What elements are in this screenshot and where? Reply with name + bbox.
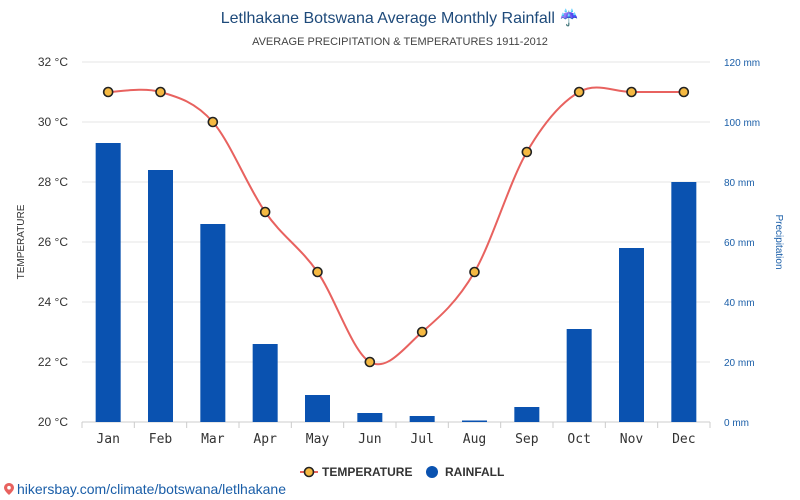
right-tick-label: 40 mm [724, 298, 755, 309]
left-tick-label: 30 °C [38, 115, 68, 129]
right-tick-label: 0 mm [724, 418, 749, 429]
rainfall-bar [305, 395, 330, 422]
temperature-point [678, 86, 690, 98]
source-link-text[interactable]: hikersbay.com/climate/botswana/letlhakan… [17, 481, 286, 497]
map-pin-icon [4, 483, 14, 495]
umbrella-rain-icon: ☔ [559, 10, 580, 27]
x-tick-label: Oct [567, 432, 590, 447]
rainfall-bar [357, 413, 383, 422]
x-tick-label: Apr [253, 432, 277, 447]
left-tick-label: 26 °C [38, 235, 68, 249]
rainfall-bar [671, 182, 697, 422]
rainfall-bar [95, 143, 121, 422]
legend-rainfall-label: RAINFALL [445, 465, 504, 479]
chart-title: Letlhakane Botswana Average Monthly Rain… [0, 8, 800, 28]
right-tick-label: 100 mm [724, 118, 760, 129]
source-link[interactable]: hikersbay.com/climate/botswana/letlhakan… [4, 481, 286, 497]
right-tick-label: 80 mm [724, 178, 755, 189]
left-tick-label: 28 °C [38, 175, 68, 189]
temperature-point [626, 86, 637, 98]
temperature-point [312, 266, 323, 278]
x-tick-label: Mar [201, 432, 225, 447]
temperature-point [469, 266, 480, 278]
rainfall-bar [462, 420, 487, 422]
x-tick-label: Aug [463, 432, 486, 447]
left-axis-title: TEMPERATURE [16, 204, 27, 279]
legend-rainfall-marker [426, 466, 438, 478]
rainfall-bar [514, 407, 540, 422]
x-tick-label: Jul [410, 432, 433, 447]
climate-chart: 20 °C 0 mm 22 °C 20 mm 24 °C 40 mm 26 °C 60 mm 2… [16, 55, 784, 479]
chart-subtitle: AVERAGE PRECIPITATION & TEMPERATURES 191… [252, 36, 548, 48]
right-tick-label: 120 mm [724, 58, 760, 69]
rainfall-bar [409, 416, 435, 422]
right-axis-title: Precipitation [773, 214, 784, 269]
temperature-point [521, 146, 533, 158]
x-tick-label: May [306, 432, 330, 447]
x-tick-label: Nov [620, 432, 644, 447]
temperature-point [102, 86, 114, 98]
rainfall-bar [252, 344, 278, 422]
rainfall-bar [566, 329, 592, 422]
temperature-point [259, 206, 271, 218]
right-tick-label: 20 mm [724, 358, 755, 369]
rainfall-bar [619, 248, 644, 422]
left-tick-label: 32 °C [38, 55, 68, 69]
temperature-point [573, 86, 585, 98]
rainfall-bar [148, 170, 173, 422]
temperature-point [364, 356, 376, 368]
x-tick-label: Sep [515, 432, 539, 447]
right-tick-label: 60 mm [724, 238, 755, 249]
chart-title-text: Letlhakane Botswana Average Monthly Rain… [220, 10, 555, 27]
temperature-point [207, 116, 219, 128]
legend-temperature-marker [303, 466, 315, 478]
x-tick-label: Jun [358, 432, 381, 447]
left-tick-label: 20 °C [38, 415, 68, 429]
rainfall-bar [200, 224, 226, 422]
left-tick-label: 22 °C [38, 355, 68, 369]
legend-temperature-label: TEMPERATURE [322, 465, 412, 479]
left-tick-label: 24 °C [38, 295, 68, 309]
temperature-point [416, 326, 428, 338]
x-tick-label: Dec [672, 432, 695, 447]
temperature-point [155, 86, 166, 98]
temperature-line [108, 86, 684, 366]
x-tick-label: Feb [149, 432, 173, 447]
x-tick-label: Jan [96, 432, 119, 447]
